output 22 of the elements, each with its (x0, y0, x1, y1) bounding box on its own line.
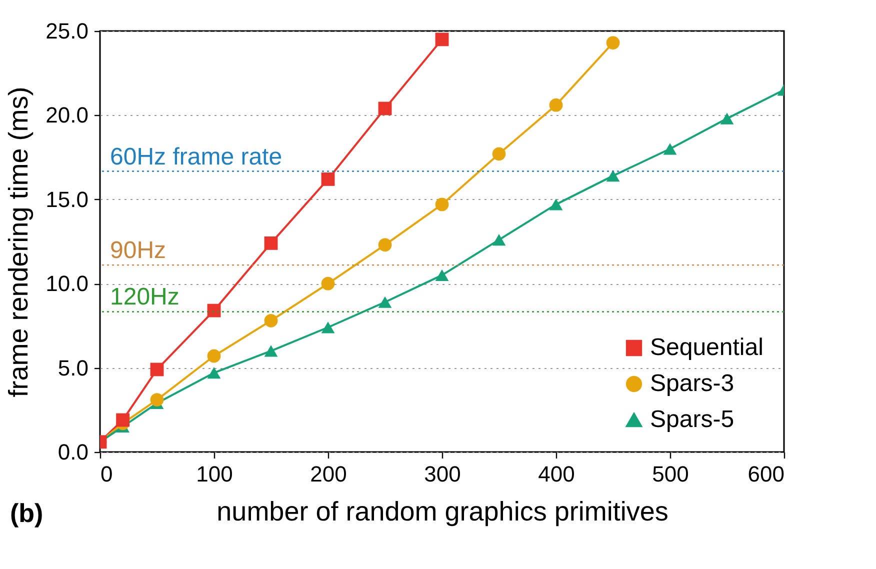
y-tick-label: 10.0 (46, 271, 88, 296)
y-tick-label: 0.0 (58, 440, 88, 464)
legend-label: Spars-3 (650, 370, 734, 397)
ref-line-label: 120Hz (110, 284, 180, 311)
legend-label: Spars-5 (650, 406, 734, 433)
x-tick-label: 300 (424, 462, 461, 486)
y-axis-title: frame rendering time (ms) (4, 86, 34, 398)
x-tick-label: 100 (196, 462, 233, 486)
x-axis-title: number of random graphics primitives (216, 496, 668, 526)
x-tick-label: 500 (652, 462, 689, 486)
y-tick-label: 15.0 (46, 186, 88, 212)
x-tick-label: 600 (748, 462, 784, 486)
y-tick-label: 20.0 (46, 102, 88, 128)
y-tick-label: 5.0 (58, 355, 88, 380)
legend-label: Sequential (650, 334, 764, 361)
ref-line-label: 60Hz frame rate (110, 143, 282, 170)
x-tick-label: 200 (310, 462, 347, 486)
x-tick-label: 400 (538, 462, 575, 486)
y-tick-label: 25.0 (46, 18, 88, 44)
ref-line-label: 90Hz (110, 237, 166, 264)
x-tick-label: 0 (100, 462, 113, 486)
text: (b) (10, 498, 44, 528)
